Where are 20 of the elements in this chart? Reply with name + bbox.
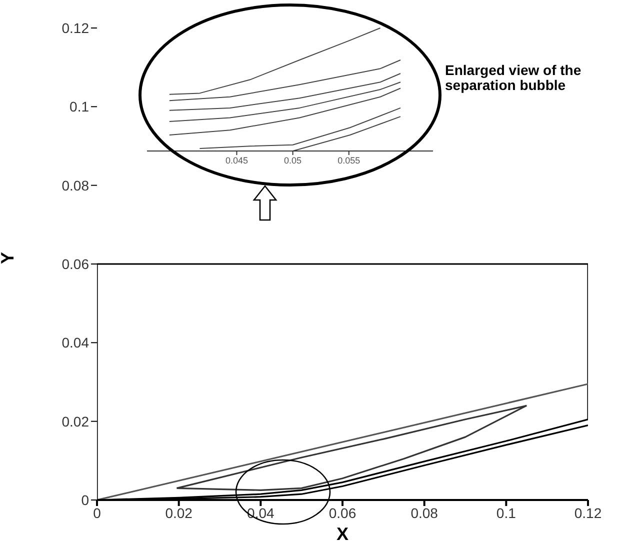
x-tick-label: 0 bbox=[93, 504, 102, 521]
x-tick-label: 0.045 bbox=[225, 155, 248, 166]
y-tick-label: 0.12 bbox=[62, 20, 90, 36]
y-tick-label: 0.06 bbox=[62, 256, 90, 272]
x-tick-label: 0.1 bbox=[496, 504, 516, 521]
y-axis-title: Y bbox=[0, 252, 18, 264]
x-tick-label: 0.08 bbox=[410, 504, 438, 521]
x-tick-label: 0.02 bbox=[165, 504, 193, 521]
x-tick-label: 0.04 bbox=[247, 504, 275, 521]
y-tick-label: 0.08 bbox=[62, 177, 90, 194]
annotation: Enlarged view of the separation bubble bbox=[445, 62, 582, 93]
y-tick-label: 0.1 bbox=[70, 98, 90, 115]
x-tick-label: 0.12 bbox=[574, 504, 602, 521]
x-tick-label: 0.05 bbox=[284, 155, 302, 166]
y-tick-label: 0.02 bbox=[62, 413, 90, 430]
x-tick-label: 0.06 bbox=[328, 504, 356, 521]
x-axis-title: X bbox=[336, 524, 349, 544]
y-tick-label: 0.04 bbox=[62, 334, 90, 351]
x-tick-label: 0.055 bbox=[338, 155, 360, 166]
y-tick-label: 0 bbox=[81, 492, 90, 508]
